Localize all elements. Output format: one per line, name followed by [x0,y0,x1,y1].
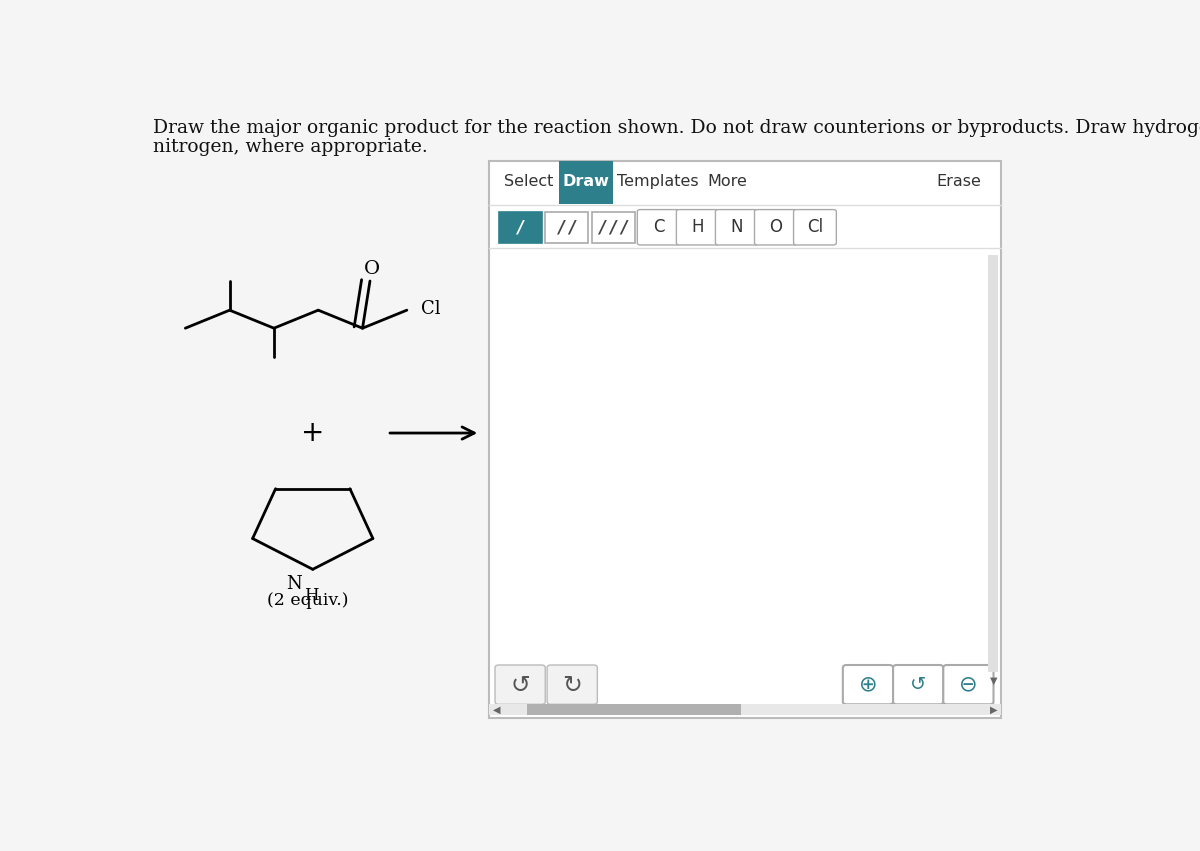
Text: Erase: Erase [937,174,982,189]
Text: ///: /// [596,218,630,237]
FancyBboxPatch shape [677,209,719,245]
Text: Cl: Cl [421,300,440,318]
Bar [499,212,541,243]
FancyBboxPatch shape [496,665,545,705]
Text: Cl: Cl [806,218,823,237]
Text: Draw: Draw [563,174,610,189]
Text: (2 equiv.): (2 equiv.) [268,591,349,608]
FancyBboxPatch shape [842,665,893,705]
Text: N: N [731,218,743,237]
FancyBboxPatch shape [715,209,758,245]
Bar [527,705,742,716]
FancyBboxPatch shape [755,209,797,245]
Text: Draw the major organic product for the reaction shown. Do not draw counterions o: Draw the major organic product for the r… [152,118,1200,136]
Text: ▶: ▶ [990,705,997,715]
Text: ⊖: ⊖ [959,675,978,694]
Text: +: + [301,419,324,447]
FancyBboxPatch shape [637,209,680,245]
Bar [490,161,1001,718]
Text: H: H [691,218,704,237]
Text: H: H [305,587,319,604]
Text: N: N [286,574,301,592]
Text: ↺: ↺ [510,672,530,697]
Text: More: More [707,174,748,189]
Text: ⊕: ⊕ [859,675,877,694]
Bar [545,212,588,243]
Text: ▼: ▼ [990,676,997,686]
Bar [490,705,1001,716]
Text: Select: Select [504,174,553,189]
Text: nitrogen, where appropriate.: nitrogen, where appropriate. [152,138,427,157]
Text: /: / [515,218,526,237]
FancyBboxPatch shape [943,665,994,705]
Text: Templates: Templates [617,174,698,189]
Text: //: // [556,218,577,237]
Text: C: C [653,218,665,237]
FancyBboxPatch shape [793,209,836,245]
Bar [592,212,635,243]
FancyBboxPatch shape [547,665,598,705]
FancyBboxPatch shape [893,665,943,705]
Text: ↻: ↻ [563,672,582,697]
Text: ◀: ◀ [493,705,500,715]
Text: O: O [364,260,380,278]
Text: O: O [769,218,782,237]
Text: ↺: ↺ [910,675,926,694]
Bar [559,161,613,204]
Bar [988,255,998,672]
